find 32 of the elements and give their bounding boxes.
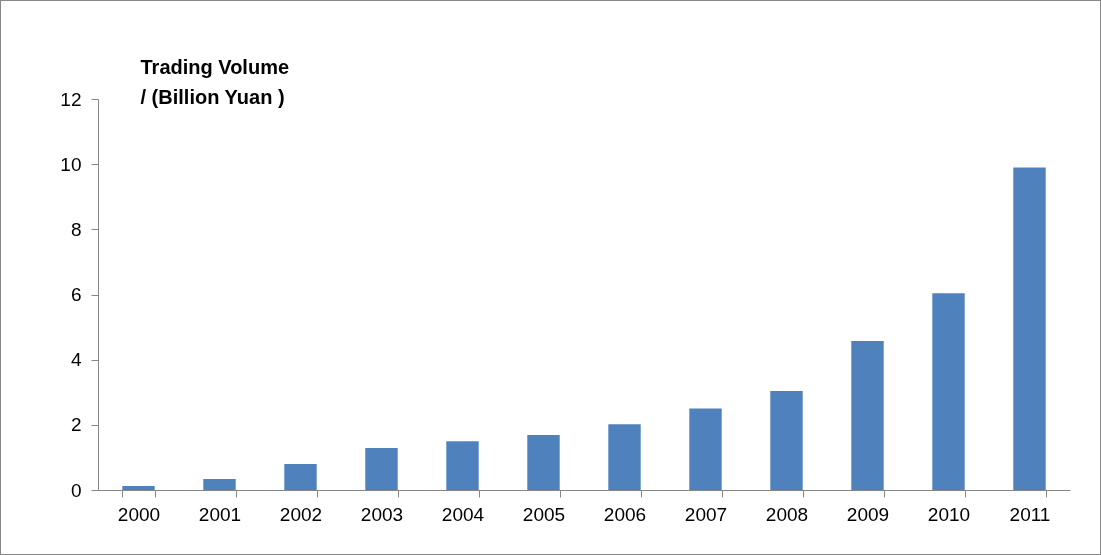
x-tick-label: 2007 (684, 503, 728, 525)
y-tick-label: 12 (60, 88, 82, 110)
x-tick-label: 2006 (603, 503, 647, 525)
bar (608, 424, 641, 490)
bar (122, 486, 155, 490)
x-tick-label: 2000 (117, 503, 161, 525)
y-tick-label: 0 (70, 479, 82, 501)
x-tick-label: 2011 (1009, 503, 1051, 525)
bar (365, 447, 398, 490)
y-tick-label: 8 (70, 218, 82, 240)
x-tick-label: 2010 (927, 503, 971, 525)
bar (851, 341, 884, 490)
x-tick-label: 2009 (846, 503, 890, 525)
bar (689, 408, 722, 490)
bar (1013, 167, 1046, 490)
x-tick-label: 2004 (441, 503, 485, 525)
bar (203, 478, 236, 490)
y-tick-label: 10 (60, 153, 82, 175)
bar (770, 390, 803, 490)
y-tick-label: 4 (70, 349, 82, 371)
x-tick-label: 2008 (765, 503, 809, 525)
x-tick-label: 2002 (279, 503, 323, 525)
bar (446, 441, 479, 490)
bar (527, 434, 560, 490)
x-tick-label: 2003 (360, 503, 404, 525)
y-tick-label: 2 (70, 414, 82, 436)
bar (284, 463, 317, 490)
bar (932, 293, 965, 490)
x-tick-label: 2001 (198, 503, 242, 525)
y-axis-title: Trading Volume / (Billion Yuan ) (140, 55, 290, 108)
y-tick-label: 6 (70, 284, 82, 305)
x-tick-label: 2005 (522, 503, 566, 525)
